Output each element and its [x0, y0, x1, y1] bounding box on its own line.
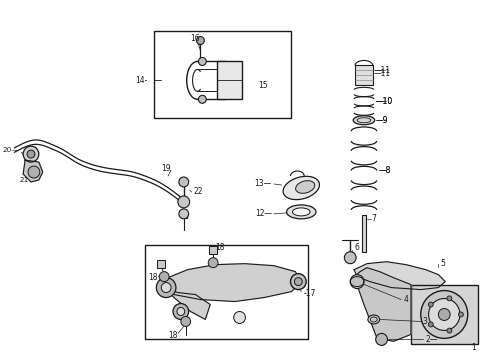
Bar	[157, 260, 165, 268]
Polygon shape	[354, 262, 445, 289]
Circle shape	[198, 58, 206, 66]
Text: 2—: 2—	[426, 335, 438, 344]
Text: 13—: 13—	[255, 180, 272, 189]
Circle shape	[344, 252, 356, 264]
Bar	[355, 66, 373, 85]
Bar	[181, 212, 187, 218]
Circle shape	[173, 303, 189, 319]
Text: -17: -17	[303, 289, 316, 298]
Text: 21: 21	[19, 177, 28, 183]
Ellipse shape	[283, 176, 319, 200]
Text: 14-: 14-	[135, 76, 147, 85]
Text: —8: —8	[379, 166, 391, 175]
Polygon shape	[164, 288, 210, 319]
Text: 19: 19	[161, 163, 171, 172]
Circle shape	[177, 307, 185, 315]
Text: —9: —9	[376, 116, 388, 125]
Circle shape	[27, 150, 35, 158]
Text: —9: —9	[376, 116, 388, 125]
Bar	[145, 245, 308, 339]
Bar	[154, 31, 292, 118]
Circle shape	[28, 166, 40, 178]
Polygon shape	[23, 160, 43, 182]
Circle shape	[179, 177, 189, 187]
Text: 15: 15	[258, 81, 268, 90]
Text: 5: 5	[441, 259, 445, 268]
Circle shape	[161, 283, 171, 293]
Circle shape	[459, 312, 464, 317]
Circle shape	[198, 95, 206, 103]
Ellipse shape	[295, 181, 315, 193]
Circle shape	[439, 309, 450, 320]
Text: 6: 6	[354, 243, 359, 252]
Bar	[217, 62, 242, 99]
Ellipse shape	[368, 315, 380, 324]
Circle shape	[376, 333, 388, 345]
Circle shape	[447, 296, 452, 301]
Circle shape	[196, 37, 204, 45]
Bar	[411, 285, 478, 345]
Bar	[362, 215, 367, 252]
Text: —11: —11	[374, 66, 391, 75]
Circle shape	[350, 275, 364, 289]
Text: 18: 18	[168, 331, 177, 340]
Text: —8: —8	[379, 166, 391, 175]
Circle shape	[159, 272, 169, 282]
Text: —11: —11	[374, 69, 391, 78]
Text: 1: 1	[472, 343, 476, 352]
Circle shape	[234, 311, 245, 323]
Text: 18: 18	[148, 273, 158, 282]
Text: 3: 3	[423, 317, 428, 326]
Polygon shape	[354, 268, 411, 341]
Text: —10: —10	[376, 97, 393, 106]
Text: 20—: 20—	[3, 147, 19, 153]
Circle shape	[428, 322, 433, 327]
Bar	[209, 246, 217, 254]
Circle shape	[178, 196, 190, 208]
Polygon shape	[158, 264, 301, 302]
Circle shape	[428, 302, 433, 307]
Ellipse shape	[293, 208, 310, 216]
Circle shape	[23, 146, 39, 162]
Circle shape	[447, 328, 452, 333]
Circle shape	[156, 278, 176, 298]
Circle shape	[421, 291, 468, 338]
Text: —10: —10	[376, 97, 393, 106]
Circle shape	[208, 258, 218, 268]
Circle shape	[179, 209, 189, 219]
Text: 22: 22	[194, 188, 203, 197]
Ellipse shape	[287, 205, 316, 219]
Text: 12—: 12—	[255, 210, 272, 219]
Text: 16: 16	[191, 34, 200, 43]
Text: 18: 18	[215, 243, 224, 252]
Ellipse shape	[353, 116, 375, 125]
Circle shape	[429, 298, 460, 330]
Circle shape	[294, 278, 302, 285]
Circle shape	[181, 316, 191, 327]
Text: 7: 7	[372, 214, 377, 223]
Text: 4: 4	[403, 295, 408, 304]
Circle shape	[291, 274, 306, 289]
